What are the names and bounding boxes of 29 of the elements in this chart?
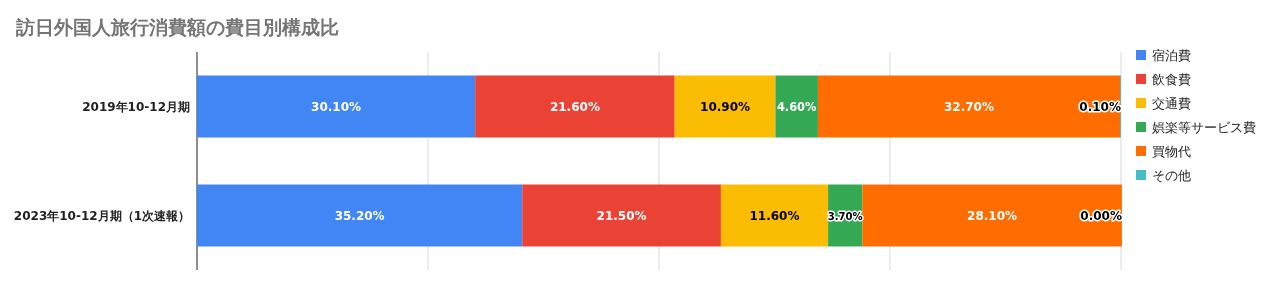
legend-label: 娯楽等サービス費 [1152, 120, 1256, 135]
bar [674, 75, 776, 138]
legend-label: 買物代 [1152, 144, 1191, 159]
bar [862, 184, 1122, 247]
bar [775, 75, 818, 138]
data-label: 32.70% [944, 100, 994, 114]
chart-title: 訪日外国人旅行消費額の費目別構成比 [15, 16, 339, 38]
legend-label: 交通費 [1152, 96, 1191, 111]
data-label: 30.10% [311, 100, 362, 114]
legend-label: その他 [1152, 168, 1191, 183]
y-tick-label: 2023年10-12月期（1次速報） [13, 209, 190, 223]
data-label: 11.60% [749, 209, 800, 223]
data-label: 35.20% [334, 209, 385, 223]
data-label: 28.10% [967, 209, 1018, 223]
data-label: 21.60% [549, 100, 600, 114]
data-label: 4.60% [776, 100, 818, 114]
legend-label: 宿泊費 [1152, 48, 1191, 63]
bar [522, 184, 721, 247]
data-label: 3.70% [827, 211, 863, 222]
bar [197, 75, 476, 138]
bar [475, 75, 675, 138]
data-label: 10.90% [700, 100, 751, 114]
legend-label: 飲食費 [1152, 72, 1191, 87]
data-label: 21.50% [596, 209, 647, 223]
bar [197, 184, 523, 247]
data-label: 0.00% [1080, 209, 1122, 223]
bar [817, 75, 1121, 138]
y-tick-label: 2019年10-12月期 [82, 100, 190, 114]
bar [720, 184, 829, 247]
